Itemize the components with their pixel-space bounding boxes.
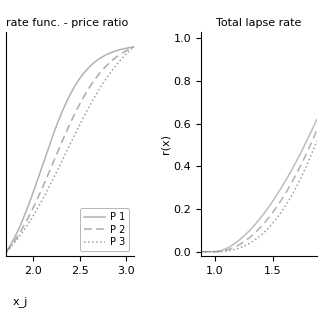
- P 2: [20, 228, 24, 231]
- P 3: [55, 169, 59, 173]
- P 2: [132, 45, 136, 49]
- P 3: [132, 45, 136, 49]
- Legend: P 1, P 2, P 3: P 1, P 2, P 3: [80, 209, 129, 251]
- P 1: [97, 57, 101, 61]
- Line: P 2: P 2: [6, 47, 134, 252]
- P 3: [20, 231, 24, 235]
- P 3: [97, 88, 101, 92]
- P 2: [4, 250, 8, 254]
- P 2: [97, 72, 101, 76]
- P 3: [85, 109, 89, 113]
- Title: Total lapse rate: Total lapse rate: [216, 19, 301, 28]
- P 2: [55, 152, 59, 156]
- Line: P 3: P 3: [6, 47, 134, 252]
- P 1: [46, 148, 50, 151]
- P 1: [4, 250, 8, 254]
- P 1: [97, 57, 100, 61]
- Line: P 1: P 1: [6, 47, 134, 252]
- P 1: [20, 220, 24, 224]
- P 1: [55, 123, 59, 127]
- Y-axis label: r(x): r(x): [161, 134, 171, 154]
- P 3: [4, 250, 8, 254]
- Text: rate func. - price ratio: rate func. - price ratio: [6, 19, 129, 28]
- P 2: [85, 90, 89, 94]
- Text: x_j: x_j: [13, 296, 28, 307]
- P 3: [46, 187, 50, 191]
- P 1: [132, 45, 136, 49]
- P 1: [85, 68, 89, 72]
- P 2: [97, 73, 100, 77]
- P 3: [97, 89, 100, 92]
- P 2: [46, 173, 50, 177]
